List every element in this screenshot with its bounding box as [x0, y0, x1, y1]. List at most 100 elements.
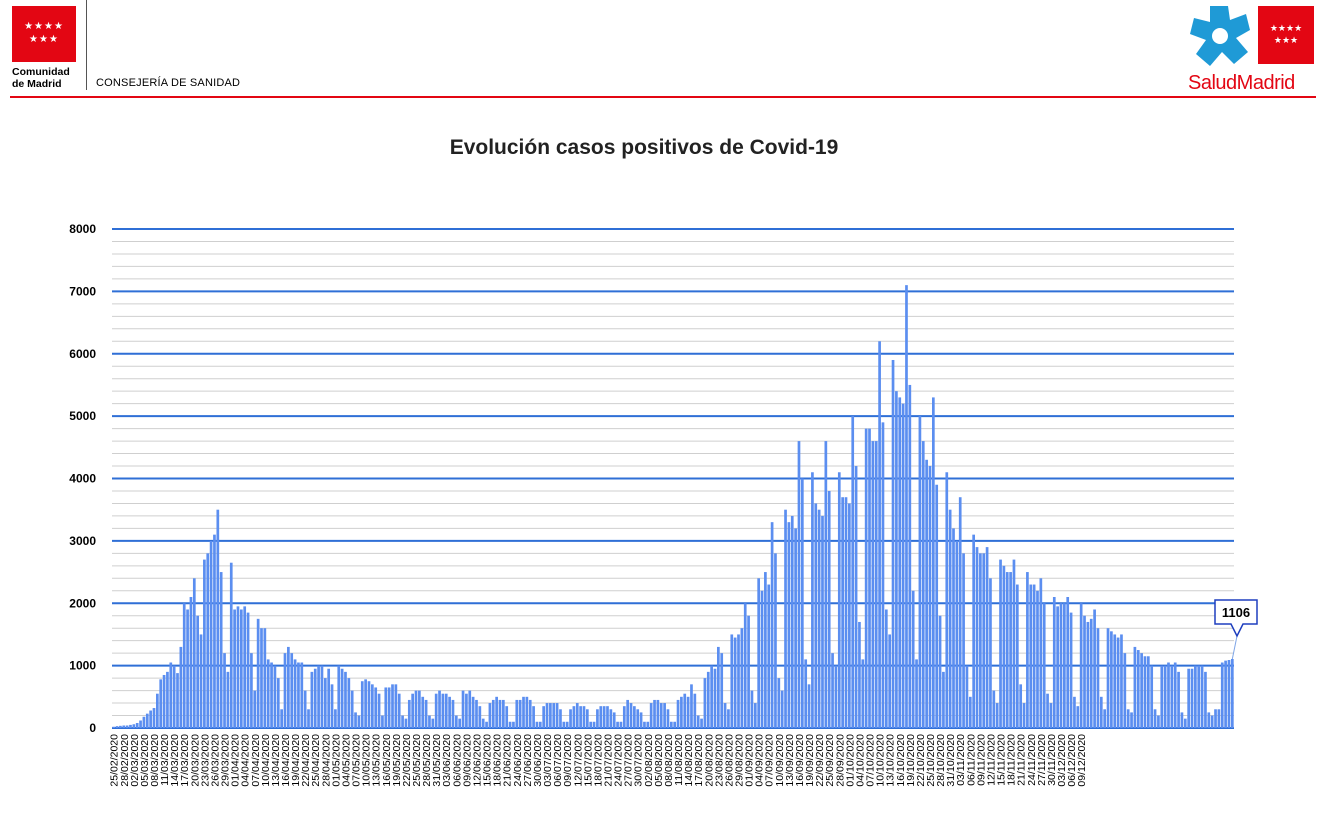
bar — [878, 341, 881, 728]
bar — [310, 671, 314, 728]
x-tick-label: 10/09/2020 — [774, 734, 786, 787]
stars-row-icon: ★★★★ — [24, 21, 64, 32]
x-tick-label: 15/06/2020 — [482, 734, 494, 787]
bar — [602, 706, 606, 728]
x-tick-label: 24/06/2020 — [512, 734, 524, 787]
bar — [1026, 572, 1029, 728]
bar — [868, 428, 871, 728]
bar — [1022, 703, 1026, 728]
x-tick-label: 14/08/2020 — [683, 734, 695, 787]
bar — [797, 441, 801, 728]
bar — [626, 699, 629, 728]
x-tick-label: 30/11/2020 — [1046, 734, 1058, 786]
bar — [330, 684, 334, 728]
bar — [1036, 590, 1039, 728]
bar — [196, 615, 200, 728]
x-tick-label: 11/03/2020 — [159, 734, 171, 786]
bar — [676, 699, 680, 728]
bar — [938, 615, 942, 728]
bar — [921, 441, 925, 728]
bar — [263, 628, 267, 728]
bar — [717, 646, 720, 728]
bar — [1056, 606, 1059, 728]
bar — [1227, 660, 1231, 728]
x-tick-label: 22/04/2020 — [300, 734, 312, 787]
bar — [418, 690, 421, 728]
x-tick-label: 13/05/2020 — [371, 734, 383, 787]
x-tick-label: 20/08/2020 — [703, 734, 715, 787]
header-rule — [10, 96, 1316, 98]
x-tick-label: 21/06/2020 — [502, 734, 514, 787]
bar — [371, 684, 374, 728]
bar — [505, 706, 509, 728]
bar — [764, 572, 767, 728]
bar — [1069, 612, 1073, 728]
bar — [834, 665, 838, 729]
y-tick-label: 4000 — [69, 472, 96, 486]
bar — [145, 713, 149, 728]
bar — [122, 725, 126, 728]
org-name-line1: Comunidad — [12, 66, 70, 78]
salud-madrid-cross-icon — [1190, 6, 1250, 66]
x-tick-label: 06/06/2020 — [451, 734, 463, 787]
stars-row-icon: ★★★★ — [1269, 24, 1303, 34]
bar — [858, 621, 861, 728]
x-tick-label: 27/07/2020 — [623, 734, 635, 787]
bar — [186, 609, 189, 728]
bar — [538, 721, 542, 728]
bar — [303, 690, 307, 728]
bar — [1136, 650, 1140, 728]
bar — [115, 726, 119, 728]
x-tick-label: 30/07/2020 — [633, 734, 645, 787]
bar — [226, 671, 230, 728]
department-name: CONSEJERÍA DE SANIDAD — [96, 77, 241, 89]
bar — [414, 690, 418, 728]
bar — [1150, 665, 1154, 729]
bar — [233, 609, 236, 728]
x-tick-label: 08/08/2020 — [663, 734, 675, 787]
x-tick-label: 19/10/2020 — [905, 734, 917, 787]
bar — [968, 696, 972, 728]
bar — [935, 484, 939, 728]
bar — [327, 668, 331, 728]
bar — [522, 696, 525, 728]
bar — [1173, 662, 1177, 728]
x-tick-label: 22/05/2020 — [401, 734, 413, 787]
bar — [1197, 665, 1201, 729]
bar — [1093, 609, 1096, 728]
bar — [942, 671, 945, 728]
bar — [582, 706, 586, 728]
bar — [270, 662, 273, 728]
x-tick-label: 09/11/2020 — [975, 734, 987, 786]
bar — [750, 690, 754, 728]
x-tick-label: 06/07/2020 — [552, 734, 564, 787]
bar — [1160, 665, 1164, 729]
bar — [1157, 715, 1160, 728]
bar — [1177, 671, 1180, 728]
bar — [471, 696, 475, 728]
x-tick-label: 02/08/2020 — [643, 734, 655, 787]
bar — [565, 721, 569, 728]
bar — [169, 662, 173, 728]
x-tick-label: 01/05/2020 — [330, 734, 342, 787]
bar — [344, 671, 347, 728]
x-tick-label: 10/10/2020 — [875, 734, 887, 787]
bar — [397, 693, 401, 728]
x-tick-label: 25/02/2020 — [109, 734, 121, 787]
x-tick-label: 04/10/2020 — [854, 734, 866, 787]
x-tick-label: 12/06/2020 — [471, 734, 483, 787]
bar — [821, 515, 824, 728]
bar — [723, 703, 727, 728]
bar — [1015, 584, 1019, 728]
bar — [1096, 628, 1100, 728]
bar — [780, 690, 784, 728]
brand-part2: Madrid — [1236, 72, 1296, 94]
bar — [1076, 706, 1080, 728]
bar — [891, 359, 895, 728]
comunidad-madrid-flag-logo: ★★★★ ★★★ — [12, 6, 76, 62]
bar — [1066, 597, 1070, 728]
bar — [293, 659, 297, 728]
x-tick-label: 23/03/2020 — [199, 734, 211, 787]
x-tick-label: 10/05/2020 — [361, 734, 373, 787]
bar — [132, 724, 136, 728]
